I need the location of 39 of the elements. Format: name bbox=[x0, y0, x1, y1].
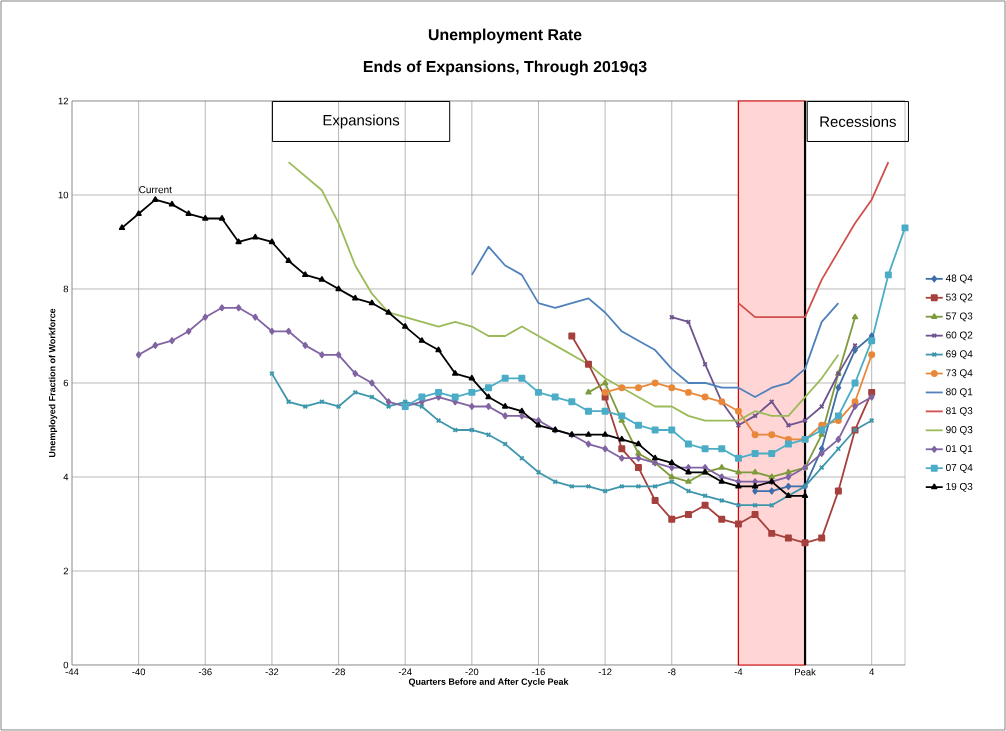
x-tick-label: -16 bbox=[532, 668, 545, 676]
x-tick-label: -36 bbox=[198, 668, 212, 676]
legend-label: 53 Q2 bbox=[946, 293, 973, 303]
x-tick-label: -12 bbox=[598, 668, 612, 676]
legend-label: 60 Q2 bbox=[946, 331, 973, 341]
y-tick-label: 2 bbox=[63, 567, 69, 575]
chart-subtitle: Ends of Expansions, Through 2019q3 bbox=[363, 60, 647, 76]
annotation: Recessions bbox=[820, 115, 896, 127]
legend-label: 19 Q3 bbox=[946, 482, 973, 492]
legend-label: 90 Q3 bbox=[946, 426, 973, 435]
legend-label: 80 Q1 bbox=[946, 388, 973, 398]
y-tick-label: 0 bbox=[63, 661, 69, 669]
x-tick-label: -4 bbox=[734, 668, 743, 676]
y-tick-label: 6 bbox=[63, 379, 69, 387]
y-tick-label: 10 bbox=[58, 191, 69, 199]
y-axis-title: Unemployed Fraction of Workforce bbox=[48, 308, 58, 458]
y-tick-label: 4 bbox=[63, 473, 69, 481]
legend-label: 07 Q4 bbox=[946, 463, 973, 473]
chart-title: Unemployment Rate bbox=[428, 28, 582, 44]
legend-label: 57 Q3 bbox=[946, 312, 973, 322]
annotation: Expansions bbox=[323, 114, 400, 129]
legend-label: 69 Q4 bbox=[946, 350, 973, 360]
x-tick-label: -44 bbox=[65, 668, 79, 676]
annotation: Current bbox=[139, 186, 172, 194]
x-tick-label: -32 bbox=[265, 668, 279, 676]
x-tick-label: -20 bbox=[465, 668, 479, 676]
legend-label: 73 Q4 bbox=[946, 369, 973, 379]
legend-label: 48 Q4 bbox=[945, 274, 973, 284]
y-tick-label: 8 bbox=[63, 285, 69, 293]
x-tick-label: -40 bbox=[132, 668, 146, 676]
x-tick-label: Peak bbox=[795, 668, 816, 676]
x-tick-label: -28 bbox=[332, 668, 345, 676]
x-tick-label: -8 bbox=[667, 668, 676, 676]
legend-label: 81 Q3 bbox=[946, 407, 973, 417]
x-axis-title: Quarters Before and After Cycle Peak bbox=[408, 678, 569, 687]
x-tick-label: -24 bbox=[398, 668, 412, 676]
x-tick-label: 4 bbox=[869, 668, 875, 676]
legend-label: 01 Q1 bbox=[946, 445, 973, 454]
y-tick-label: 12 bbox=[58, 97, 69, 105]
